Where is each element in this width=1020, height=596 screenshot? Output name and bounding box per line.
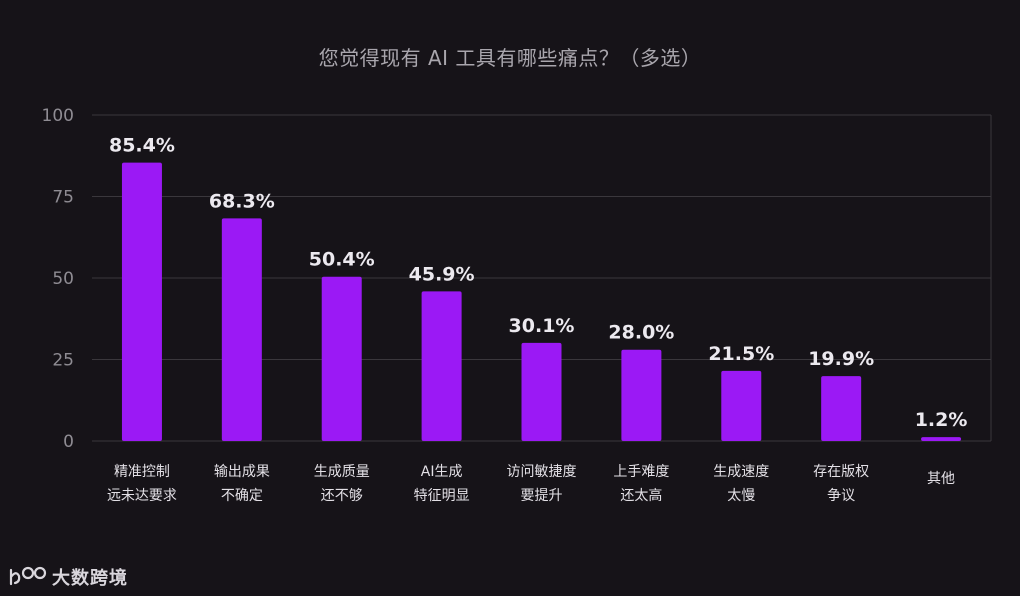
bar [521, 342, 562, 441]
y-tick-label: 100 [42, 106, 74, 126]
bar [121, 162, 162, 441]
bars [121, 162, 962, 441]
data-label: 30.1% [509, 315, 575, 337]
bar [321, 276, 362, 441]
data-label: 85.4% [109, 135, 175, 157]
data-label: 19.9% [808, 348, 874, 370]
x-tick-label: 其他 [927, 471, 955, 487]
data-label: 50.4% [309, 249, 375, 271]
x-tick-label: AI生成 [421, 464, 463, 480]
bar [621, 349, 662, 441]
bar [221, 218, 262, 441]
y-tick-label: 25 [52, 351, 74, 371]
y-axis: 0 25 50 75 100 [42, 106, 74, 452]
data-label: 1.2% [915, 409, 968, 431]
x-tick-label: 争议 [827, 488, 855, 504]
bar [921, 437, 962, 441]
x-tick-label: 精准控制 [114, 464, 170, 480]
x-tick-label: 生成速度 [713, 464, 769, 480]
bar [721, 370, 762, 441]
y-tick-label: 50 [52, 269, 74, 289]
x-tick-label: 存在版权 [813, 464, 869, 480]
x-tick-label: 访问敏捷度 [507, 464, 577, 480]
x-tick-label: 还不够 [321, 488, 363, 504]
x-tick-label: 输出成果 [214, 464, 270, 480]
x-tick-label: 生成质量 [314, 464, 370, 480]
x-tick-label: 不确定 [221, 488, 263, 504]
y-tick-label: 0 [63, 432, 74, 452]
x-tick-label: 太慢 [727, 487, 755, 504]
x-tick-label: 还太高 [620, 487, 662, 504]
data-labels: 85.4% 68.3% 50.4% 45.9% 30.1% 28.0% 21.5% 19.9%… [109, 135, 967, 431]
data-label: 28.0% [608, 322, 674, 344]
chart-title: 您觉得现有 AI 工具有哪些痛点？（多选） [318, 46, 702, 70]
x-tick-label: 要提升 [521, 488, 563, 504]
bar [421, 291, 462, 441]
data-label: 68.3% [209, 190, 275, 212]
brand-logo: 大数跨境 [8, 563, 128, 591]
bar [821, 376, 862, 441]
logo-text: 大数跨境 [52, 568, 128, 589]
x-tick-label: 远未达要求 [107, 488, 177, 504]
data-label: 21.5% [708, 343, 774, 365]
y-tick-label: 75 [52, 188, 74, 208]
data-label: 45.9% [409, 263, 475, 285]
x-tick-label: 特征明显 [414, 488, 470, 504]
logo-icon [9, 566, 47, 586]
x-tick-label: 上手难度 [613, 464, 669, 480]
